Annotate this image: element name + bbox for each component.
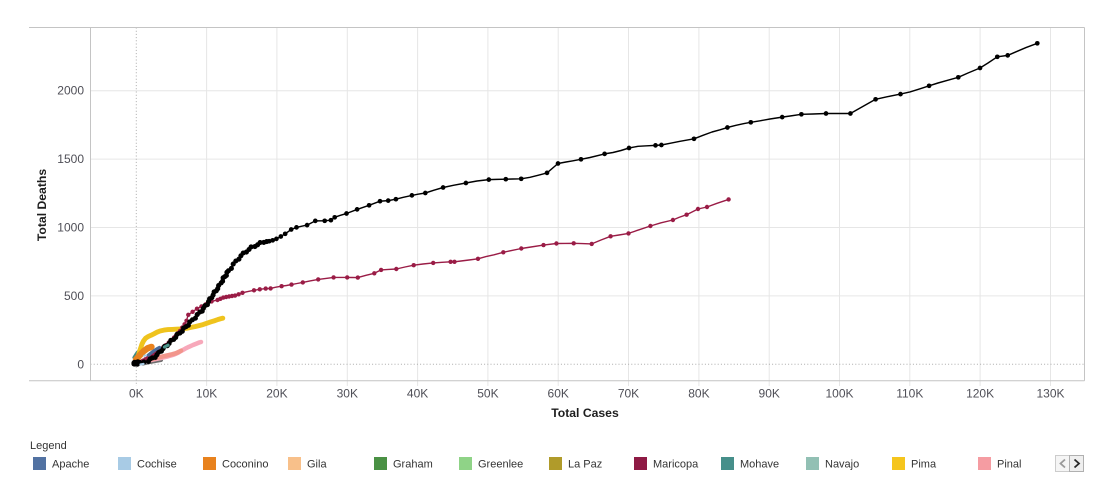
svg-text:Graham: Graham: [393, 459, 433, 471]
svg-text:20K: 20K: [266, 387, 287, 401]
svg-text:2000: 2000: [57, 84, 84, 98]
svg-text:500: 500: [64, 289, 84, 303]
svg-text:Gila: Gila: [307, 459, 327, 471]
svg-text:La Paz: La Paz: [568, 459, 602, 471]
svg-text:70K: 70K: [618, 387, 639, 401]
svg-text:1000: 1000: [57, 221, 84, 235]
svg-text:Coconino: Coconino: [222, 459, 268, 471]
svg-text:100K: 100K: [825, 387, 853, 401]
svg-text:Greenlee: Greenlee: [478, 459, 523, 471]
svg-text:1500: 1500: [57, 152, 84, 166]
svg-text:Total Deaths: Total Deaths: [35, 169, 49, 241]
svg-text:10K: 10K: [196, 387, 217, 401]
svg-text:130K: 130K: [1036, 387, 1064, 401]
svg-text:Legend: Legend: [30, 440, 67, 452]
svg-text:Mohave: Mohave: [740, 459, 779, 471]
svg-text:Navajo: Navajo: [825, 459, 859, 471]
svg-text:40K: 40K: [407, 387, 428, 401]
svg-text:0: 0: [77, 357, 84, 371]
svg-text:Maricopa: Maricopa: [653, 459, 699, 471]
svg-text:Apache: Apache: [52, 459, 89, 471]
svg-text:Pima: Pima: [911, 459, 937, 471]
svg-text:60K: 60K: [548, 387, 569, 401]
svg-text:110K: 110K: [896, 387, 923, 401]
svg-text:0K: 0K: [129, 387, 144, 401]
svg-text:Cochise: Cochise: [137, 459, 177, 471]
svg-text:Total Cases: Total Cases: [551, 406, 619, 420]
svg-text:50K: 50K: [477, 387, 498, 401]
svg-text:Pinal: Pinal: [997, 459, 1021, 471]
svg-text:90K: 90K: [759, 387, 780, 401]
svg-text:30K: 30K: [337, 387, 358, 401]
svg-text:120K: 120K: [966, 387, 994, 401]
svg-text:80K: 80K: [688, 387, 709, 401]
